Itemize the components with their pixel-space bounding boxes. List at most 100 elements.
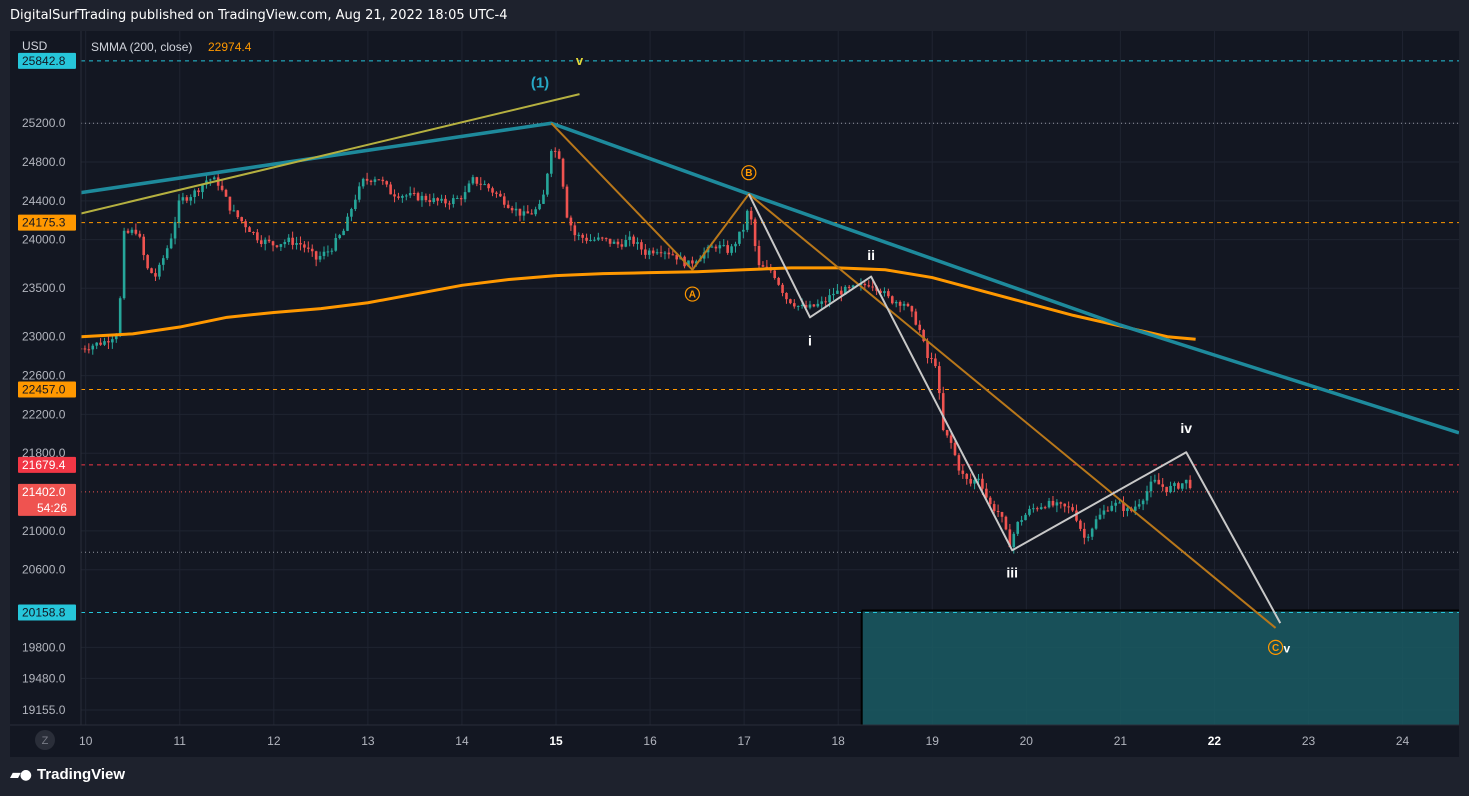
candle-up	[295, 243, 298, 245]
footer-logo[interactable]: ▰● TradingView	[10, 766, 125, 783]
candle-up	[114, 335, 118, 340]
candle-up	[1181, 483, 1184, 489]
candle-up	[334, 238, 338, 251]
candle-up	[589, 239, 592, 241]
price-tick-label: 19800.0	[22, 640, 66, 654]
price-badge-bg	[18, 381, 76, 398]
candle-up	[111, 339, 114, 343]
candle-up	[816, 303, 820, 307]
candle-down	[1059, 502, 1063, 504]
price-badge-label: 21402.0	[22, 485, 66, 499]
candle-up	[173, 222, 177, 239]
candle-up	[103, 341, 106, 345]
candle-up	[534, 209, 537, 215]
candle-up	[663, 252, 667, 254]
price-badge-bg	[18, 604, 76, 621]
timezone-button[interactable]: Z	[35, 730, 55, 750]
candle-down	[581, 234, 584, 238]
candle-down	[804, 304, 808, 308]
candle-down	[941, 393, 945, 431]
wave-label-circle	[741, 165, 757, 181]
candle-down	[475, 177, 479, 184]
candle-up	[730, 246, 733, 253]
time-tick-label: 22	[1208, 734, 1222, 748]
candle-down	[981, 478, 984, 489]
candle-down	[616, 241, 620, 245]
wave-label: ii	[867, 247, 875, 263]
candle-down	[299, 243, 302, 245]
price-axis: 25200.0 24800.0 24400.0 24000.0 23500.0 23000…	[10, 31, 82, 725]
candle-down	[938, 366, 941, 394]
candle-up	[1090, 528, 1094, 537]
candle-up	[1020, 520, 1023, 522]
indicator-value: 22974.4	[208, 40, 252, 54]
candle-down	[761, 265, 765, 267]
candle-up	[514, 208, 518, 211]
candle-down	[1071, 507, 1074, 511]
candle-up	[169, 238, 173, 249]
wave-label: A	[689, 290, 696, 301]
candle-down	[310, 248, 314, 252]
candle-down	[314, 251, 318, 260]
candle-down	[459, 198, 463, 200]
candle-down	[871, 286, 874, 288]
candle-down	[553, 150, 557, 152]
candle-up	[404, 195, 408, 197]
wave-label: iii	[1006, 565, 1018, 581]
wave-label: iv	[1180, 420, 1192, 436]
candle-up	[212, 177, 216, 180]
candle-down	[1067, 506, 1070, 508]
wave-label: v	[1284, 641, 1291, 655]
candle-up	[522, 211, 526, 216]
candle-up	[977, 478, 980, 480]
candle-up	[1094, 519, 1098, 529]
candle-down	[1157, 479, 1161, 485]
candle-down	[792, 303, 796, 307]
candle-up	[283, 241, 287, 245]
wave-label: C	[1272, 643, 1279, 654]
candle-down	[506, 204, 510, 208]
candle-down	[1083, 528, 1086, 538]
candle-down	[271, 241, 275, 246]
candle-down	[957, 455, 961, 471]
candle-down	[922, 329, 925, 342]
candle-up	[1118, 502, 1121, 504]
countdown-label: 54:26	[37, 501, 67, 515]
candle-up	[820, 301, 824, 304]
candle-down	[785, 292, 788, 300]
candle-up	[808, 304, 812, 308]
candle-up	[597, 237, 600, 240]
candle-down	[487, 184, 490, 189]
candle-up	[326, 251, 330, 253]
candle-up	[836, 290, 839, 294]
time-tick-label: 14	[455, 734, 469, 748]
candle-down	[691, 260, 694, 264]
price-badge-bg	[18, 214, 76, 231]
tradingview-logo-icon: ▰●	[10, 766, 32, 783]
candle-down	[228, 196, 232, 211]
candle-up	[232, 210, 236, 212]
candle-up	[471, 177, 475, 184]
candle-up	[710, 246, 714, 248]
candle-up	[538, 203, 541, 210]
wave-label: v	[576, 53, 584, 68]
candle-down	[890, 296, 894, 304]
candle-up	[738, 231, 741, 244]
candle-down	[479, 183, 483, 185]
time-tick-label: 16	[643, 734, 657, 748]
candle-down	[988, 497, 992, 505]
candle-up	[1098, 514, 1102, 520]
candle-down	[934, 358, 937, 367]
wave-label: i	[808, 333, 812, 349]
smma-line	[80, 266, 1196, 341]
candle-up	[287, 237, 291, 242]
candle-down	[389, 184, 392, 195]
price-tick-label: 21800.0	[22, 446, 66, 460]
candle-up	[1047, 500, 1051, 508]
candle-up	[655, 252, 659, 254]
price-badge-bg	[18, 483, 76, 516]
candle-down	[1161, 484, 1165, 487]
candle-up	[1173, 483, 1176, 486]
